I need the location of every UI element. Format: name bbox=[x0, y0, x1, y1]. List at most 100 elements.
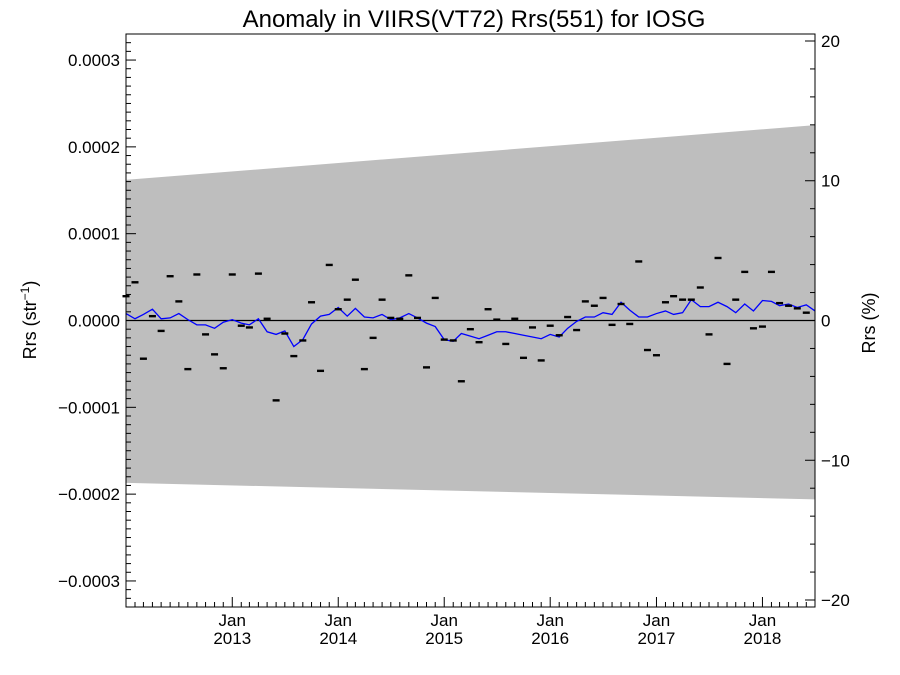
data-point bbox=[211, 353, 219, 356]
x-tick-year: 2015 bbox=[425, 629, 463, 648]
data-point bbox=[414, 316, 422, 320]
data-point bbox=[696, 286, 704, 289]
data-point bbox=[387, 316, 395, 320]
data-point bbox=[237, 324, 245, 327]
data-point bbox=[449, 339, 457, 342]
data-point bbox=[555, 334, 563, 337]
chart-title: Anomaly in VIIRS(VT72) Rrs(551) for IOSG bbox=[243, 6, 706, 33]
data-point bbox=[360, 367, 368, 371]
data-point bbox=[334, 308, 342, 311]
data-point bbox=[519, 356, 527, 360]
x-tick-year: 2017 bbox=[638, 629, 676, 648]
data-point bbox=[317, 369, 325, 373]
x-tick-month: Jan bbox=[536, 611, 563, 630]
y2-tick-label: 20 bbox=[821, 32, 840, 51]
data-point bbox=[184, 367, 192, 371]
data-point bbox=[714, 256, 722, 260]
y-tick-label: 0.0000 bbox=[68, 312, 120, 331]
data-point bbox=[378, 298, 386, 301]
axes: 0.0003 0.0002 0.0001 0.0000 −0.0001 −0.0002 −0… bbox=[58, 32, 850, 648]
data-point bbox=[175, 300, 183, 303]
data-point bbox=[263, 317, 271, 320]
data-point bbox=[245, 326, 253, 329]
data-point bbox=[272, 399, 280, 402]
x-tick-month: Jan bbox=[219, 611, 246, 630]
data-point bbox=[228, 273, 236, 276]
y-tick-label: 0.0003 bbox=[68, 51, 120, 70]
x-tick-year: 2014 bbox=[319, 629, 357, 648]
data-point bbox=[308, 301, 316, 304]
y-tick-label: −0.0003 bbox=[58, 572, 120, 591]
data-point bbox=[767, 270, 775, 274]
data-point bbox=[369, 336, 377, 340]
smoothed-series-line bbox=[125, 298, 816, 348]
data-point bbox=[405, 274, 413, 277]
y-axis-label-superscript: −1 bbox=[18, 286, 32, 300]
data-point bbox=[608, 323, 616, 327]
data-point bbox=[484, 308, 492, 311]
data-point bbox=[219, 367, 227, 370]
data-point bbox=[785, 304, 793, 307]
data-point bbox=[573, 328, 581, 332]
data-point bbox=[590, 304, 598, 307]
data-point bbox=[148, 314, 156, 318]
data-point bbox=[299, 339, 307, 342]
data-point bbox=[617, 302, 625, 306]
data-point bbox=[776, 301, 784, 305]
data-point bbox=[440, 338, 448, 341]
data-point bbox=[131, 281, 139, 284]
data-point bbox=[626, 322, 634, 326]
y-tick-label: −0.0002 bbox=[58, 485, 120, 504]
data-point bbox=[290, 354, 298, 358]
y-axis-label: Rrs (str−1) bbox=[18, 281, 40, 360]
y-tick-label: −0.0001 bbox=[58, 398, 120, 417]
y2-axis-label: Rrs (%) bbox=[859, 293, 879, 354]
data-point bbox=[431, 296, 439, 300]
data-point bbox=[661, 301, 669, 304]
y-axis-label-close: ) bbox=[20, 281, 40, 287]
data-point bbox=[139, 357, 147, 360]
data-point bbox=[157, 329, 165, 333]
data-point bbox=[723, 362, 731, 366]
y2-tick-label: −20 bbox=[821, 591, 850, 610]
data-point bbox=[325, 263, 333, 267]
x-tick-month: Jan bbox=[749, 611, 776, 630]
data-point bbox=[193, 273, 201, 276]
data-point bbox=[741, 270, 749, 274]
data-point bbox=[528, 326, 536, 329]
data-point bbox=[396, 317, 404, 320]
data-point bbox=[643, 348, 651, 352]
x-tick-month: Jan bbox=[643, 611, 670, 630]
x-tick-year: 2018 bbox=[744, 629, 782, 648]
data-point bbox=[705, 333, 713, 336]
data-point bbox=[511, 317, 519, 320]
data-point bbox=[351, 278, 359, 281]
data-point bbox=[793, 307, 801, 310]
y2-tick-label: 0 bbox=[821, 312, 830, 331]
y2-tick-label: 10 bbox=[821, 172, 840, 191]
data-point bbox=[423, 366, 431, 369]
data-point bbox=[687, 298, 695, 301]
x-tick-year: 2016 bbox=[531, 629, 569, 648]
data-point bbox=[281, 332, 289, 335]
data-point bbox=[537, 359, 545, 362]
data-point bbox=[254, 272, 262, 275]
y2-tick-label: −10 bbox=[821, 451, 850, 470]
data-point bbox=[493, 318, 501, 321]
x-tick-month: Jan bbox=[325, 611, 352, 630]
y-axis-label-text: Rrs (str bbox=[20, 300, 40, 359]
data-point bbox=[599, 296, 607, 300]
data-point bbox=[758, 325, 766, 328]
data-point bbox=[802, 311, 810, 314]
plot-area bbox=[122, 125, 816, 500]
uncertainty-band bbox=[126, 125, 815, 500]
y-tick-label: 0.0002 bbox=[68, 138, 120, 157]
data-point bbox=[202, 333, 210, 336]
y-tick-label: 0.0001 bbox=[68, 225, 120, 244]
data-point bbox=[166, 275, 174, 278]
data-point bbox=[343, 298, 351, 301]
data-point bbox=[749, 327, 757, 330]
data-point bbox=[652, 354, 660, 357]
data-point bbox=[546, 324, 554, 327]
